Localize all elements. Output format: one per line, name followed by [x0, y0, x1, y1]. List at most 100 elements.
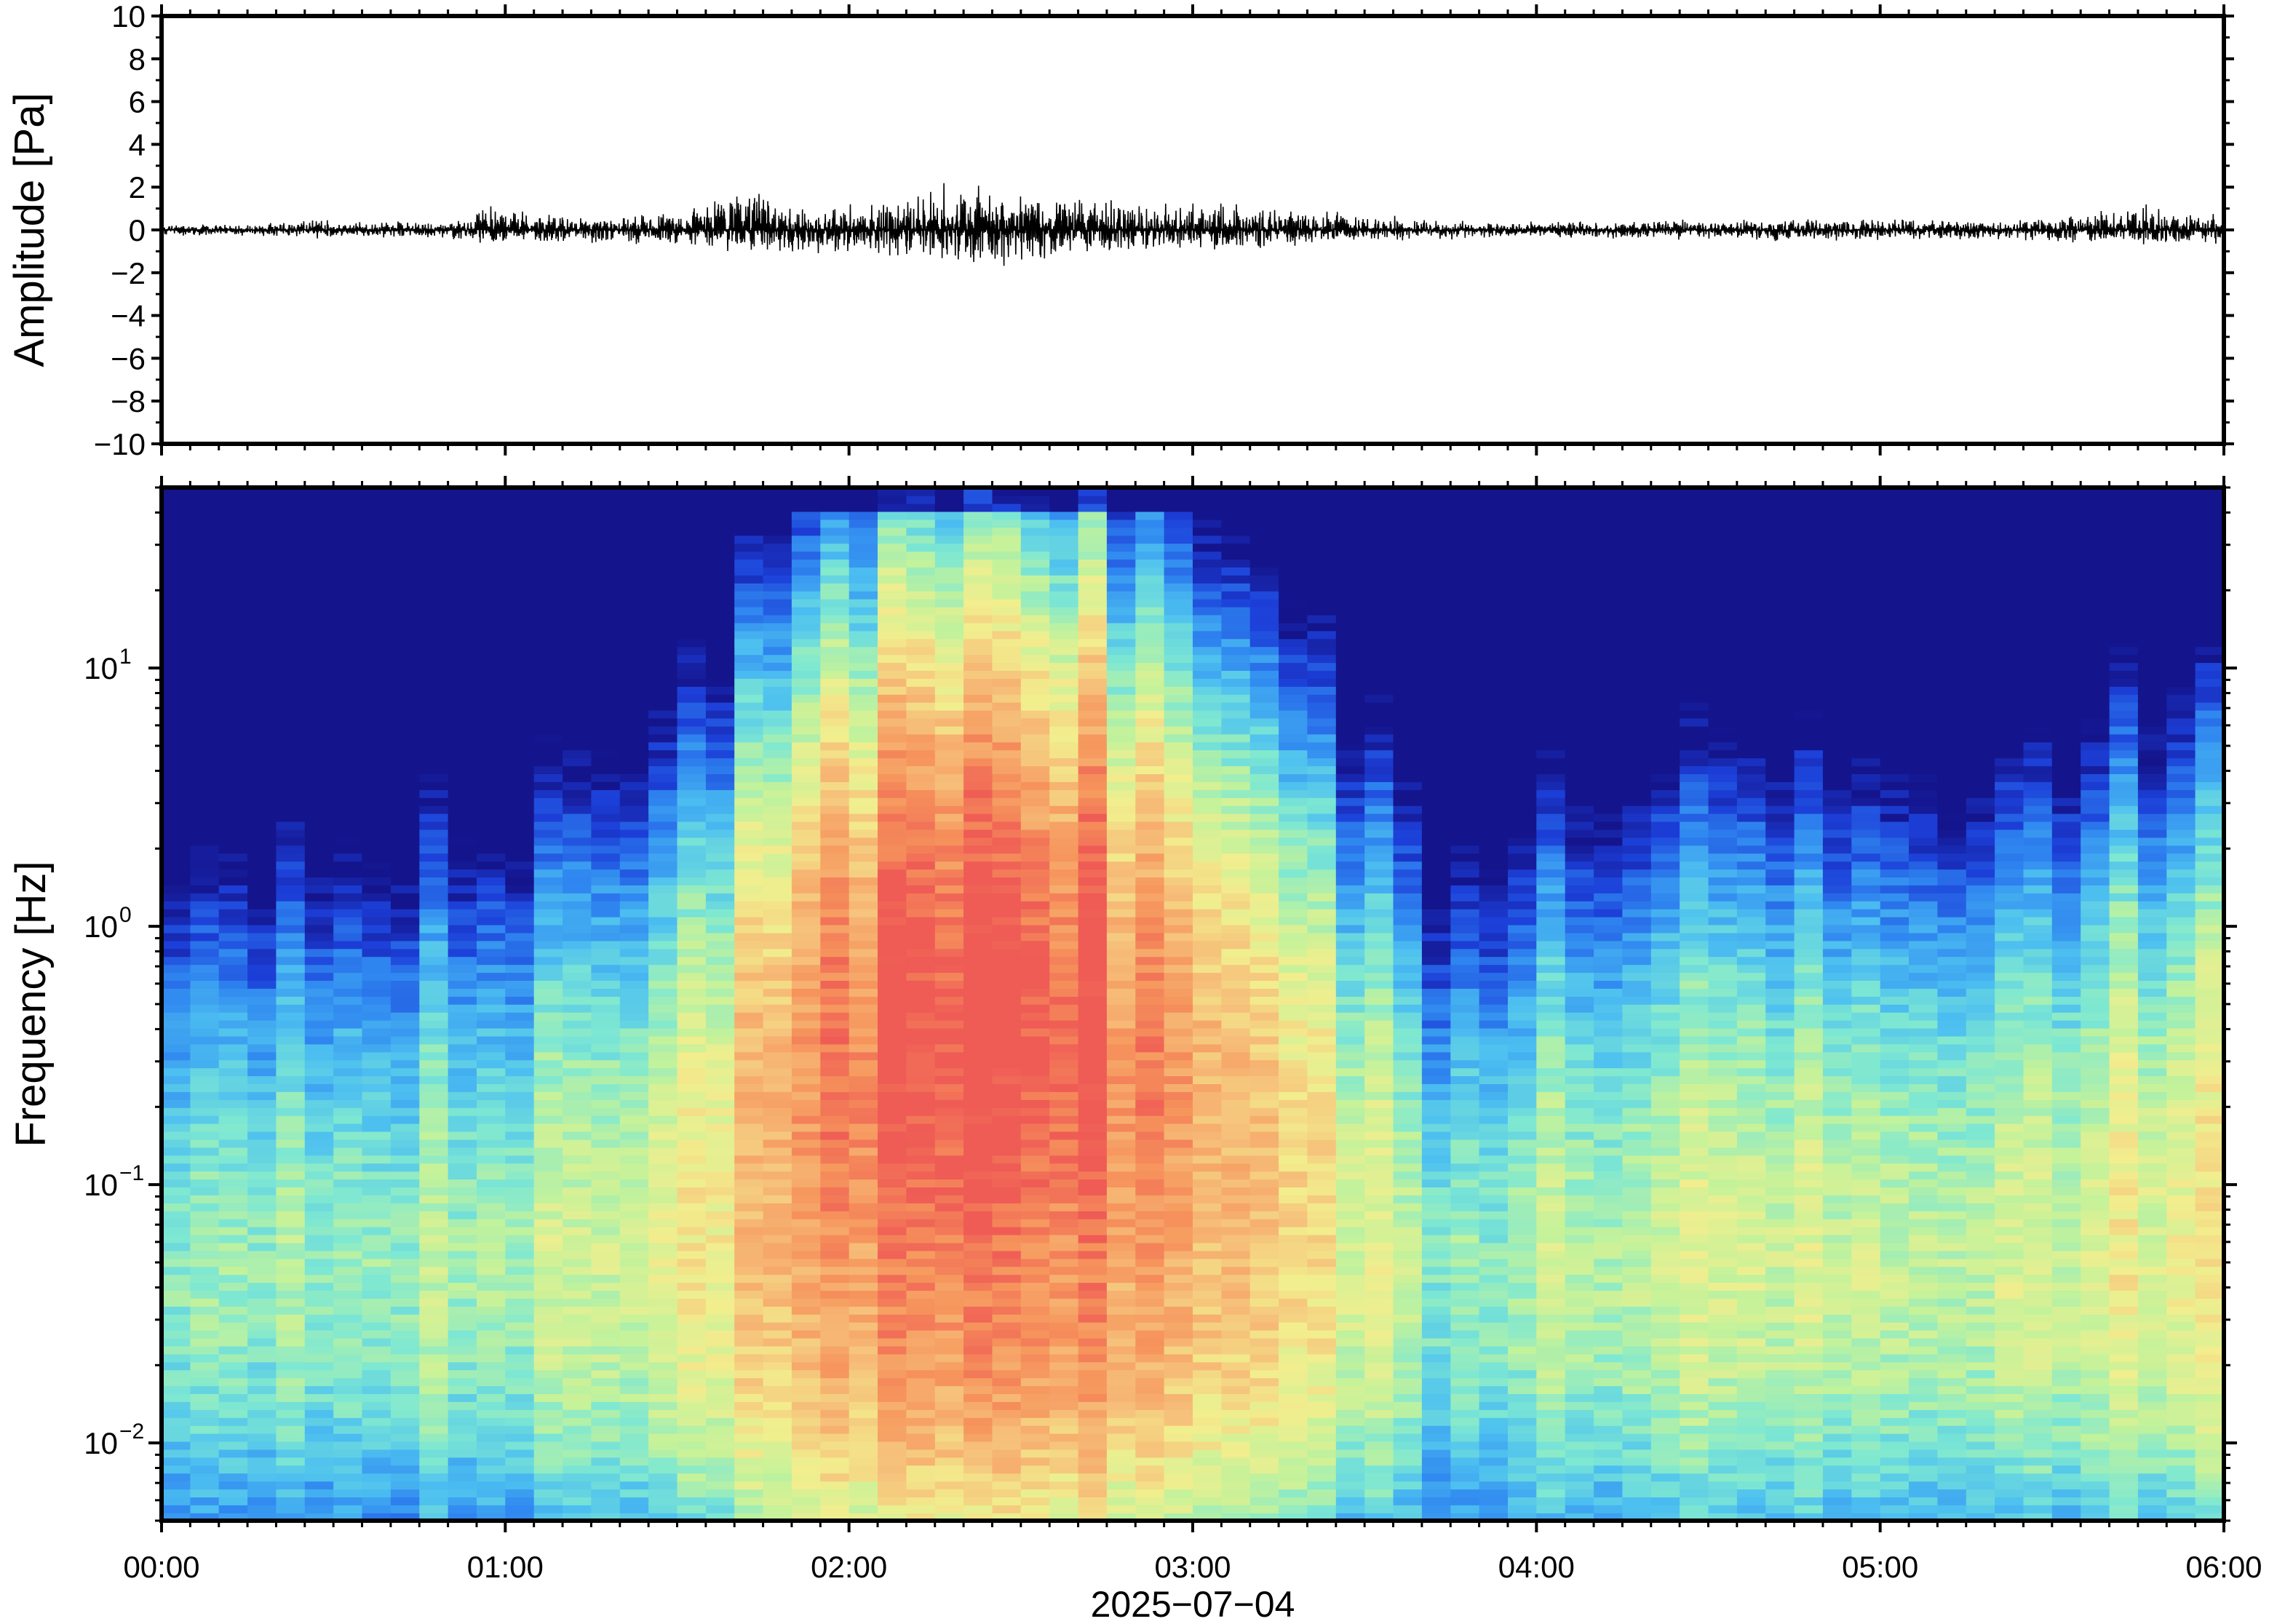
spectrogram-cell [705, 701, 736, 711]
spectrogram-cell [1135, 670, 1165, 679]
spectrogram-cell [591, 630, 621, 640]
spectrogram-cell [648, 686, 678, 695]
spectrogram-cell [190, 1282, 220, 1291]
spectrogram-cell [849, 630, 878, 640]
spectrogram-cell [1020, 1234, 1050, 1243]
spectrogram-cell [304, 1409, 334, 1418]
spectrogram-cell [304, 956, 334, 966]
spectrogram-cell [247, 1337, 277, 1347]
spectrogram-cell [448, 1290, 477, 1299]
spectrogram-cell [190, 972, 220, 981]
spectrogram-cell [734, 908, 764, 918]
spectrogram-cell [419, 1306, 449, 1315]
spectrogram-cell [820, 821, 850, 830]
spectrogram-cell [218, 638, 248, 648]
spectrogram-cell [878, 1218, 907, 1227]
spectrogram-cell [1106, 1059, 1137, 1069]
spectrogram-cell [791, 781, 822, 790]
spectrogram-cell [276, 901, 306, 909]
spectrogram-cell [1164, 551, 1193, 560]
spectrogram-cell [304, 670, 334, 679]
spectrogram-cell [878, 1481, 907, 1490]
spectrogram-cell [619, 1441, 649, 1450]
spectrogram-cell [362, 519, 392, 528]
spectrogram-cell [849, 1401, 878, 1410]
spectrogram-cell [1078, 1377, 1108, 1387]
spectrogram-cell [906, 1059, 936, 1069]
spectrogram-cell [677, 535, 707, 544]
spectrogram-cell [533, 701, 563, 711]
spectrogram-cell [906, 1513, 936, 1521]
spectrogram-cell [218, 1369, 248, 1379]
spectrogram-cell [992, 1155, 1022, 1164]
spectrogram-cell [162, 1131, 191, 1140]
spectrogram-cell [390, 805, 421, 814]
spectrogram-cell [247, 1131, 277, 1140]
spectrogram-cell [477, 837, 506, 846]
spectrogram-cell [390, 1417, 421, 1426]
spectrogram-cell [505, 1083, 535, 1092]
spectrogram-cell [362, 996, 392, 1005]
spectrogram-cell [276, 1321, 306, 1331]
spectrogram-cell [820, 1505, 850, 1513]
spectrogram-cell [448, 1449, 477, 1458]
spectrogram-cell [1078, 853, 1108, 862]
spectrogram-cell [591, 1083, 621, 1092]
spectrogram-cell [677, 1211, 707, 1219]
spectrogram-cell [448, 845, 477, 854]
spectrogram-cell [218, 1035, 248, 1045]
spectrogram-cell [619, 1258, 649, 1267]
spectrogram-cell [162, 1481, 191, 1490]
spectrogram-cell [763, 1067, 792, 1077]
spectrogram-cell [677, 646, 707, 656]
spectrogram-cell [390, 1321, 421, 1331]
spectrogram-cell [734, 694, 764, 703]
spectrogram-cell [763, 1290, 792, 1299]
spectrogram-cell [849, 877, 878, 885]
spectrogram-cell [963, 1290, 993, 1299]
spectrogram-cell [162, 487, 191, 496]
spectrogram-cell [1164, 948, 1193, 958]
spectrogram-cell [677, 1266, 707, 1275]
spectrogram-cell [820, 1107, 850, 1116]
spectrogram-cell [276, 717, 306, 727]
spectrogram-cell [820, 709, 850, 719]
spectrogram-cell [820, 1353, 850, 1363]
spectrogram-cell [1078, 535, 1108, 544]
spectrogram-cell [477, 1457, 506, 1466]
spectrogram-cell [763, 877, 792, 885]
spectrogram-cell [820, 1433, 850, 1442]
spectrogram-cell [1020, 877, 1050, 885]
spectrogram-cell [1135, 543, 1165, 552]
spectrogram-cell [963, 1179, 993, 1187]
spectrogram-cell [820, 1321, 850, 1331]
spectrogram-cell [648, 940, 678, 950]
spectrogram-cell [448, 1091, 477, 1100]
spectrogram-cell [419, 845, 449, 854]
spectrogram-cell [763, 1218, 792, 1227]
spectrogram-cell [533, 511, 563, 520]
spectrogram-cell [304, 1481, 334, 1490]
spectrogram-cell [419, 932, 449, 942]
spectrogram-cell [591, 988, 621, 997]
spectrogram-cell [1049, 757, 1079, 767]
spectrogram-cell [448, 1019, 477, 1029]
spectrogram-cell [619, 583, 649, 592]
spectrogram-cell [1078, 1425, 1108, 1434]
spectrogram-cell [1164, 678, 1193, 687]
spectrogram-cell [906, 511, 936, 520]
spectrogram-cell [390, 1027, 421, 1037]
spectrogram-cell [1193, 781, 1223, 790]
spectrogram-cell [533, 1377, 563, 1387]
spectrogram-cell [705, 1505, 736, 1513]
spectrogram-cell [963, 1171, 993, 1180]
spectrogram-cell [619, 701, 649, 711]
spectrogram-cell [218, 701, 248, 711]
spectrogram-cell [505, 940, 535, 950]
spectrogram-cell [1106, 1004, 1137, 1013]
spectrogram-cell [963, 853, 993, 862]
spectrogram-cell [419, 1171, 449, 1180]
spectrogram-cell [390, 1353, 421, 1363]
spectrogram-cell [734, 1139, 764, 1148]
spectrogram-cell [304, 1123, 334, 1132]
